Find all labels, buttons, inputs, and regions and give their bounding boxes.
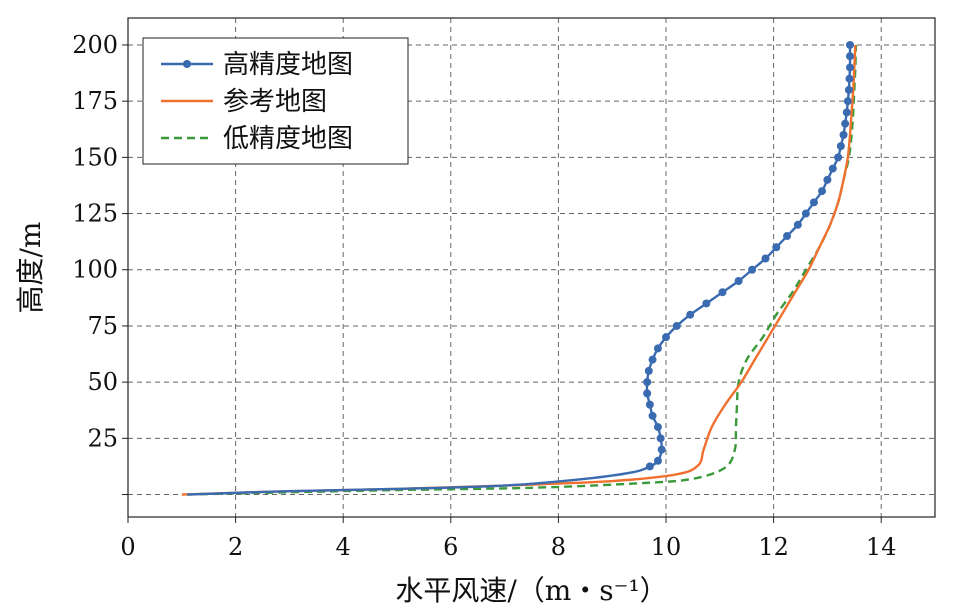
x-tick-label: 2 xyxy=(228,533,243,561)
legend-marker-0 xyxy=(183,60,191,68)
series-marker xyxy=(839,130,848,139)
series-line-1 xyxy=(181,44,857,496)
series-layer xyxy=(181,40,858,496)
series-marker xyxy=(653,423,662,432)
series-marker xyxy=(645,400,654,409)
plot-frame xyxy=(127,17,936,518)
series-marker xyxy=(845,63,854,72)
series-marker xyxy=(645,462,654,471)
series-marker xyxy=(845,74,854,83)
series-marker xyxy=(844,85,853,94)
series-marker xyxy=(648,411,657,420)
series-marker xyxy=(809,198,818,207)
series-marker xyxy=(793,220,802,229)
y-tick-label: 75 xyxy=(87,312,118,340)
x-tick-label: 0 xyxy=(120,533,135,561)
y-tick-label: 50 xyxy=(87,368,118,396)
x-tick-label: 4 xyxy=(336,533,351,561)
series-marker xyxy=(643,389,652,398)
series-marker xyxy=(702,299,711,308)
y-tick-label: 150 xyxy=(72,143,118,171)
series-marker xyxy=(686,310,695,319)
series-marker xyxy=(845,52,854,61)
series-marker xyxy=(818,187,827,196)
series-marker xyxy=(772,243,781,252)
series-marker xyxy=(643,378,652,387)
series-marker xyxy=(823,175,832,184)
series-marker xyxy=(718,288,727,297)
series-marker xyxy=(748,265,757,274)
x-tick-label: 14 xyxy=(866,533,897,561)
series-marker xyxy=(653,456,662,465)
series-marker xyxy=(834,153,843,162)
series-marker xyxy=(841,119,850,128)
x-tick-label: 8 xyxy=(551,533,566,561)
x-tick-label: 6 xyxy=(443,533,458,561)
y-axis-label: 高度/m xyxy=(14,222,47,314)
series-marker xyxy=(843,97,852,106)
series-marker xyxy=(648,355,657,364)
y-tick-label: 25 xyxy=(87,424,118,452)
series-marker xyxy=(656,434,665,443)
series-line-0 xyxy=(187,44,852,496)
y-tick-label: 100 xyxy=(72,256,118,284)
series-marker xyxy=(842,108,851,117)
series-marker xyxy=(672,321,681,330)
series-line-2 xyxy=(187,44,858,496)
series-marker xyxy=(657,445,666,454)
x-tick-label: 12 xyxy=(758,533,789,561)
y-tick-label: 175 xyxy=(72,87,118,115)
y-tick-label: 125 xyxy=(72,200,118,228)
series-marker xyxy=(836,142,845,151)
series-marker xyxy=(644,366,653,375)
legend-label-2: 低精度地图 xyxy=(223,124,353,154)
x-tick-label: 10 xyxy=(651,533,682,561)
y-tick-label: 200 xyxy=(72,31,118,59)
series-marker xyxy=(845,40,854,49)
series-marker xyxy=(783,232,792,241)
series-marker xyxy=(828,164,837,173)
series-marker xyxy=(761,254,770,263)
series-marker xyxy=(734,276,743,285)
axis-ticks: 0 2 4 6 8 10 12 14 25 50 75 100 125 150 175 200 xyxy=(72,31,896,561)
legend-label-0: 高精度地图 xyxy=(223,50,353,80)
series-marker xyxy=(801,209,810,218)
series-marker xyxy=(653,344,662,353)
x-axis-label: 水平风速/（m・s⁻¹） xyxy=(395,574,667,607)
series-marker xyxy=(662,333,670,342)
legend-label-1: 参考地图 xyxy=(223,87,327,117)
